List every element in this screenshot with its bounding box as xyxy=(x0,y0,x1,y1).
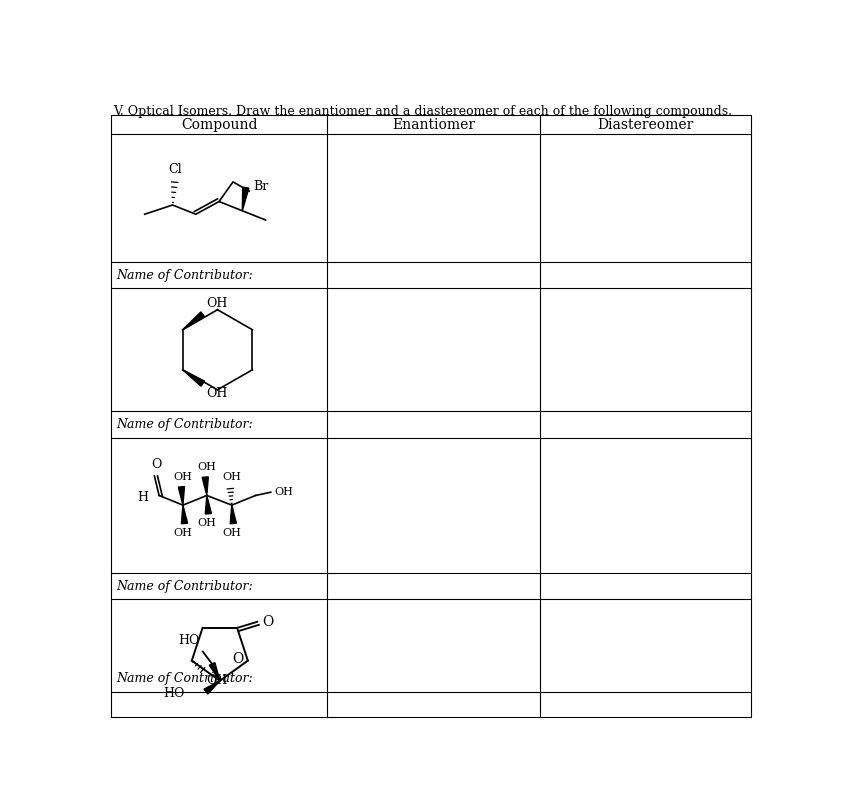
Text: O: O xyxy=(151,458,161,471)
Polygon shape xyxy=(242,187,249,211)
Text: OH: OH xyxy=(274,487,293,497)
Polygon shape xyxy=(230,505,236,524)
Text: Name of Contributor:: Name of Contributor: xyxy=(116,418,253,431)
Text: OH: OH xyxy=(206,297,227,310)
Text: OH: OH xyxy=(173,528,193,538)
Polygon shape xyxy=(204,681,220,694)
Text: OH: OH xyxy=(222,528,241,538)
Text: HO: HO xyxy=(178,634,199,647)
Text: OH: OH xyxy=(222,472,241,482)
Text: Enantiomer: Enantiomer xyxy=(393,117,475,131)
Text: Br: Br xyxy=(253,180,269,193)
Text: Name of Contributor:: Name of Contributor: xyxy=(116,672,253,685)
Text: Cl: Cl xyxy=(168,163,182,176)
Polygon shape xyxy=(209,663,220,681)
Text: Name of Contributor:: Name of Contributor: xyxy=(116,269,253,282)
Polygon shape xyxy=(182,370,204,386)
Polygon shape xyxy=(205,496,211,514)
Text: OH: OH xyxy=(207,674,228,687)
Polygon shape xyxy=(182,312,204,330)
Text: OH: OH xyxy=(198,518,216,528)
Text: Diastereomer: Diastereomer xyxy=(597,117,694,131)
Text: Compound: Compound xyxy=(181,117,257,131)
Text: HO: HO xyxy=(163,687,184,700)
Text: Name of Contributor:: Name of Contributor: xyxy=(116,580,253,593)
Text: OH: OH xyxy=(198,463,216,472)
Text: V. Optical Isomers. Draw the enantiomer and a diastereomer of each of the follow: V. Optical Isomers. Draw the enantiomer … xyxy=(113,105,732,118)
Text: H: H xyxy=(137,491,148,505)
Text: O: O xyxy=(262,615,273,629)
Text: O: O xyxy=(233,652,244,666)
Text: OH: OH xyxy=(173,472,193,482)
Polygon shape xyxy=(202,477,209,496)
Text: OH: OH xyxy=(206,387,227,400)
Polygon shape xyxy=(182,505,188,524)
Polygon shape xyxy=(178,487,184,505)
